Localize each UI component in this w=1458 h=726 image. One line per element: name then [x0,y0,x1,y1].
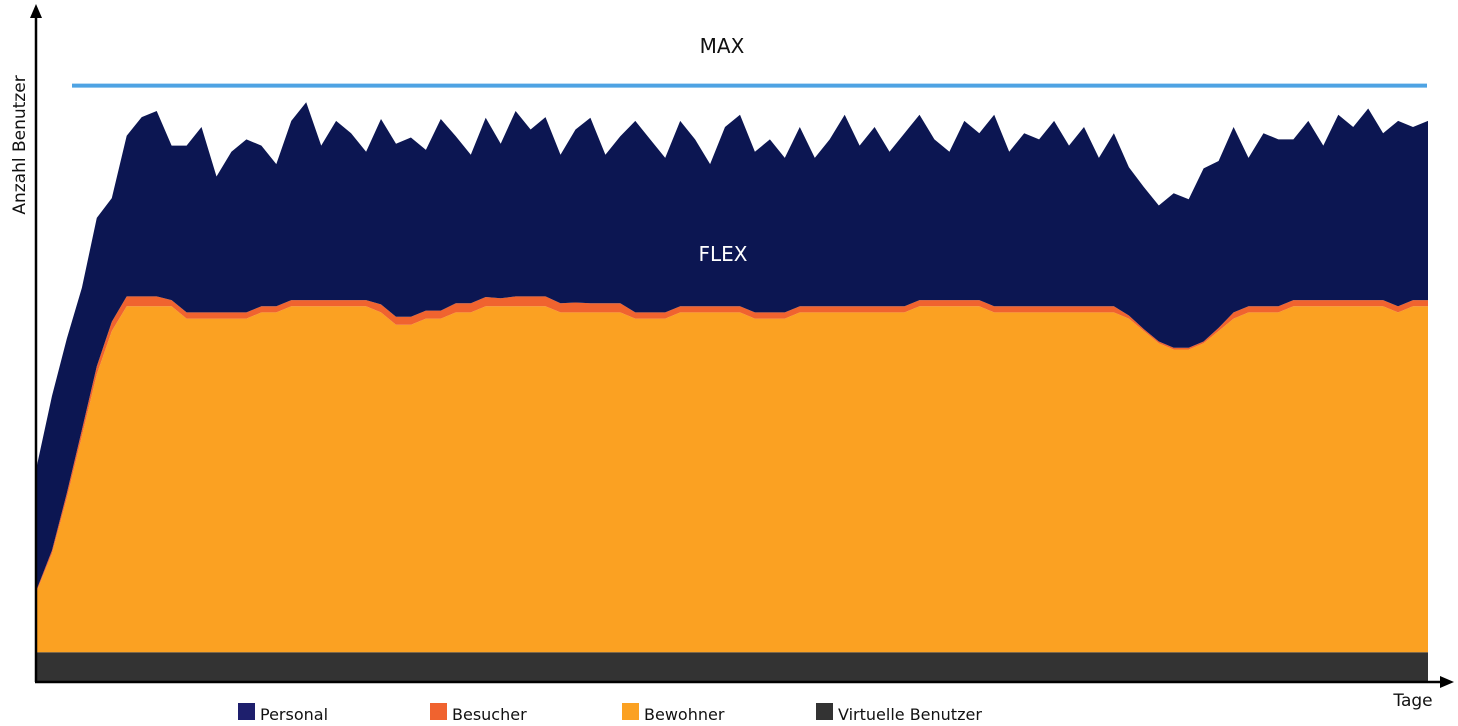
area-series-group [37,102,1428,682]
legend-swatch-bewohner [622,703,639,720]
max-label: MAX [700,34,745,58]
flex-label: FLEX [699,242,748,266]
legend-label-virtuelle-benutzer: Virtuelle Benutzer [838,705,982,724]
y-axis-label: Anzahl Benutzer [10,75,30,214]
legend-swatch-besucher [430,703,447,720]
legend-label-besucher: Besucher [452,705,527,724]
area-series-personal [37,102,1428,589]
legend: Personal Besucher Bewohner Virtuelle Benutz… [238,703,982,724]
x-axis-arrow-icon [1440,676,1454,688]
legend-swatch-personal [238,703,255,720]
legend-label-personal: Personal [260,705,328,724]
legend-swatch-virtuelle-benutzer [816,703,833,720]
y-axis-arrow-icon [30,4,42,18]
area-series-virtuelle-benutzer [37,652,1428,682]
area-series-bewohner [37,306,1428,653]
x-axis-label: Tage [1392,691,1432,711]
legend-label-bewohner: Bewohner [644,705,725,724]
